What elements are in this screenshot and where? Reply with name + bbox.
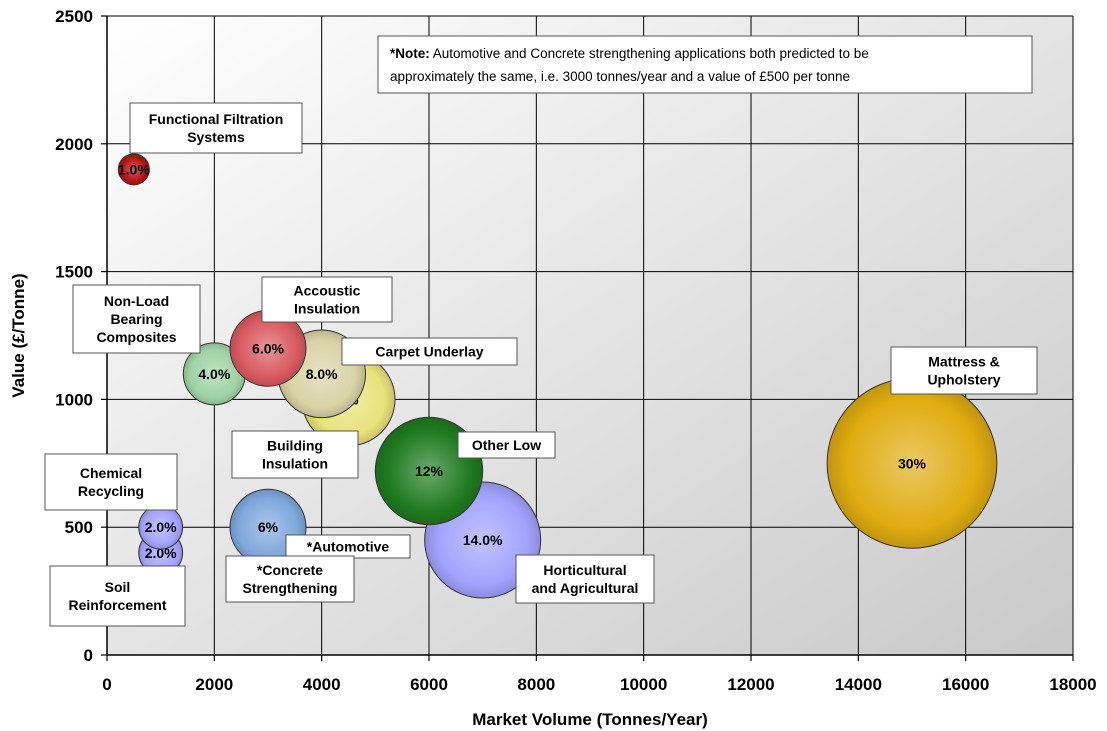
callout-box (515, 554, 655, 604)
callout-box (890, 346, 1038, 395)
callout-box (261, 276, 393, 323)
callout-text: Bearing (110, 311, 162, 327)
note-text-1: Automotive and Concrete strengthening ap… (430, 46, 869, 61)
x-tick-label: 12000 (727, 675, 774, 694)
bubble-value-label: 4.0% (198, 366, 230, 382)
x-tick-label: 6000 (410, 675, 448, 694)
callout-text: *Concrete (257, 562, 323, 578)
bubble-value-label: 30% (898, 455, 927, 471)
callout-box (49, 565, 186, 627)
callout-automotive: *Automotive (285, 534, 411, 559)
y-tick-label: 0 (84, 646, 93, 665)
tick-labels: 0 2000 4000 6000 8000 10000 12000 14000 16000 180… (55, 7, 1096, 694)
callout-concrete-strengthening: *Concrete Strengthening (225, 555, 355, 603)
callout-building-insulation: Building Insulation (231, 430, 359, 479)
x-tick-label: 18000 (1049, 675, 1096, 694)
bubble-value-label: 2.0% (145, 519, 177, 535)
callout-text: Carpet Underlay (375, 344, 483, 360)
callout-text: Chemical (80, 465, 142, 481)
x-tick-label: 14000 (835, 675, 882, 694)
bubble-value-label: 6% (258, 519, 279, 535)
callout-box (129, 102, 303, 154)
y-tick-label: 1500 (55, 263, 93, 282)
callout-non-load-bearing-composites: Non-Load Bearing Composites (72, 284, 201, 354)
bubble-value-label: 14.0% (463, 532, 503, 548)
callout-other-low: Other Low (457, 431, 556, 459)
callout-text: Other Low (472, 437, 541, 453)
bubble-functional-filtration-systems (117, 153, 150, 186)
bubbles: 30%14.0%12%9%8.0%4.0%6.0%6%2.0%2.0%1.0% (117, 153, 998, 599)
callout-mattress-upholstery: Mattress & Upholstery (890, 346, 1038, 395)
bubble-value-label: 1.0% (118, 161, 150, 177)
callout-text: Systems (187, 129, 245, 145)
y-tick-label: 500 (65, 518, 93, 537)
bubble-value-label: 12% (415, 463, 444, 479)
note-prefix: *Note: (390, 46, 430, 61)
bubble-value-label: 6.0% (252, 340, 284, 356)
callout-functional-filtration-systems: Functional Filtration Systems (129, 102, 303, 154)
callout-accoustic-insulation: Accoustic Insulation (261, 276, 393, 323)
callout-box (72, 284, 201, 354)
callout-box (231, 430, 359, 479)
callout-box (457, 431, 556, 459)
note-box: *Note: Automotive and Concrete strengthe… (377, 35, 1033, 94)
callout-text: Mattress & (928, 354, 1000, 370)
callout-text: Accoustic (294, 283, 361, 299)
callout-soil-reinforcement: Soil Reinforcement (49, 565, 186, 627)
callout-text: Upholstery (927, 372, 1000, 388)
x-tick-label: 10000 (620, 675, 667, 694)
x-axis-title: Market Volume (Tonnes/Year) (472, 710, 708, 729)
x-tick-label: 8000 (517, 675, 555, 694)
bubble-value-label: 8.0% (306, 366, 338, 382)
y-tick-label: 2500 (55, 7, 93, 26)
note-line-1: *Note: Automotive and Concrete strengthe… (390, 46, 869, 61)
callout-text: Building (267, 438, 323, 454)
callout-carpet-underlay: Carpet Underlay (341, 337, 518, 366)
y-tick-label: 1000 (55, 390, 93, 409)
callout-text: Composites (96, 329, 176, 345)
callout-text: Recycling (78, 483, 144, 499)
y-axis-title: Value (£/Tonne) (9, 273, 28, 397)
note-line-2: approximately the same, i.e. 3000 tonnes… (390, 69, 850, 84)
bubble-other-low (374, 416, 484, 526)
callout-horticultural-and-agricultural: Horticultural and Agricultural (515, 554, 655, 604)
callout-box (225, 555, 355, 603)
x-tick-label: 4000 (303, 675, 341, 694)
callout-text: and Agricultural (532, 580, 639, 596)
y-tick-label: 2000 (55, 135, 93, 154)
callout-chemical-recycling: Chemical Recycling (44, 453, 178, 511)
callout-text: Horticultural (543, 562, 626, 578)
x-tick-label: 16000 (942, 675, 989, 694)
callout-text: Reinforcement (68, 597, 166, 613)
callouts: Functional Filtration Systems Non-Load Bear… (44, 102, 1038, 627)
callout-text: Insulation (262, 456, 328, 472)
callout-text: Insulation (294, 301, 360, 317)
callout-text: *Automotive (307, 539, 390, 555)
callout-box (44, 453, 178, 511)
callout-box (341, 337, 518, 366)
x-tick-label: 2000 (195, 675, 233, 694)
x-tick-label: 0 (102, 675, 111, 694)
callout-text: Strengthening (243, 580, 338, 596)
callout-text: Non-Load (104, 293, 169, 309)
callout-text: Soil (105, 579, 131, 595)
callout-text: Functional Filtration (149, 111, 284, 127)
bubble-value-label: 2.0% (145, 545, 177, 561)
